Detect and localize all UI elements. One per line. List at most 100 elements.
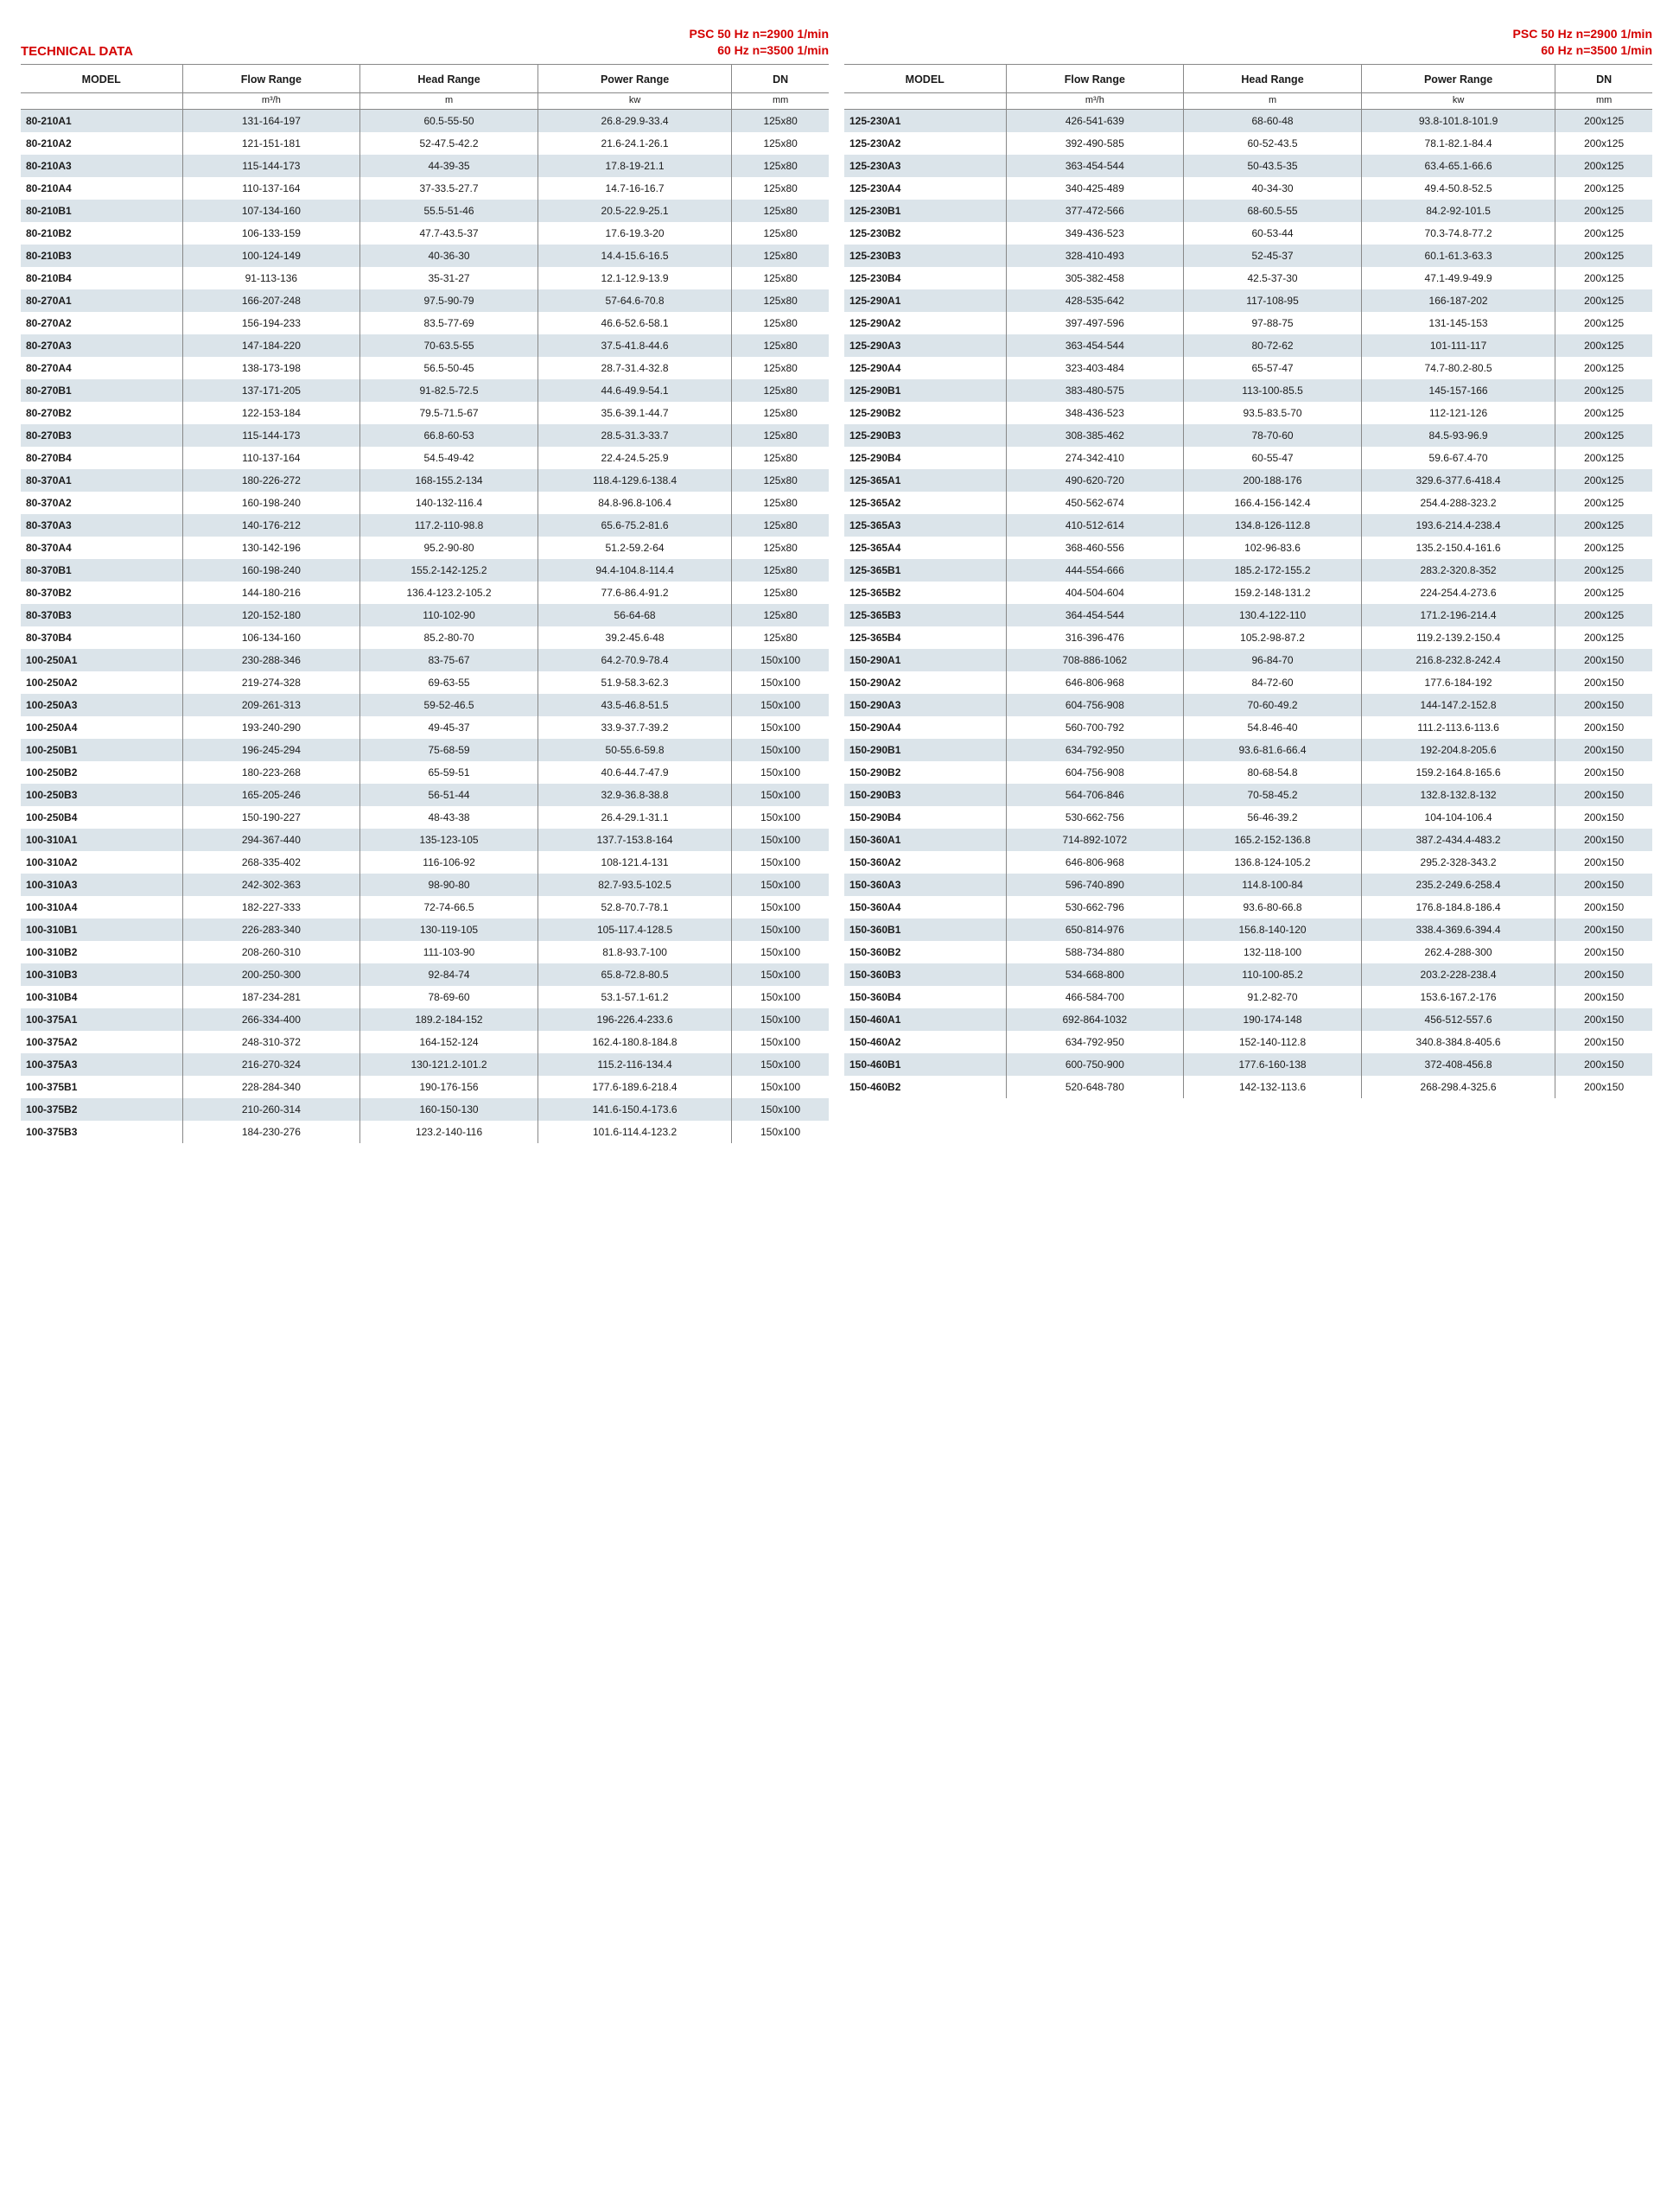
right-table-wrap: PSC 50 Hz n=2900 1/min 60 Hz n=3500 1/mi… xyxy=(844,21,1652,1098)
cell-model: 125-230A1 xyxy=(844,110,1006,133)
cell-flow: 466-584-700 xyxy=(1006,986,1184,1008)
cell-head: 168-155.2-134 xyxy=(360,469,538,492)
cell-power: 21.6-24.1-26.1 xyxy=(538,132,731,155)
cell-flow: 410-512-614 xyxy=(1006,514,1184,537)
cell-dn: 150x100 xyxy=(732,963,829,986)
table-row: 80-210B491-113-13635-31-2712.1-12.9-13.9… xyxy=(21,267,829,289)
cell-flow: 144-180-216 xyxy=(182,582,360,604)
cell-dn: 200x150 xyxy=(1555,829,1652,851)
cell-model: 80-210B2 xyxy=(21,222,182,245)
table-row: 80-270B2122-153-18479.5-71.5-6735.6-39.1… xyxy=(21,402,829,424)
cell-model: 100-375A3 xyxy=(21,1053,182,1076)
cell-head: 52-45-37 xyxy=(1184,245,1362,267)
cell-power: 176.8-184.8-186.4 xyxy=(1361,896,1555,918)
cell-head: 54.5-49-42 xyxy=(360,447,538,469)
cell-dn: 200x125 xyxy=(1555,289,1652,312)
table-row: 150-290B1634-792-95093.6-81.6-66.4192-20… xyxy=(844,739,1652,761)
cell-model: 125-290B4 xyxy=(844,447,1006,469)
cell-power: 43.5-46.8-51.5 xyxy=(538,694,731,716)
cell-head: 60-55-47 xyxy=(1184,447,1362,469)
cell-flow: 200-250-300 xyxy=(182,963,360,986)
cell-model: 100-310A3 xyxy=(21,874,182,896)
table-row: 125-365A3410-512-614134.8-126-112.8193.6… xyxy=(844,514,1652,537)
table-row: 100-310B3200-250-30092-84-7465.8-72.8-80… xyxy=(21,963,829,986)
cell-head: 65-59-51 xyxy=(360,761,538,784)
data-table-left: MODEL Flow Range Head Range Power Range … xyxy=(21,64,829,1143)
cell-head: 116-106-92 xyxy=(360,851,538,874)
cell-dn: 125x80 xyxy=(732,357,829,379)
cell-head: 54.8-46-40 xyxy=(1184,716,1362,739)
cell-flow: 180-223-268 xyxy=(182,761,360,784)
cell-flow: 646-806-968 xyxy=(1006,671,1184,694)
cell-model: 100-250A3 xyxy=(21,694,182,716)
table-row: 150-360A4530-662-79693.6-80-66.8176.8-18… xyxy=(844,896,1652,918)
cell-dn: 125x80 xyxy=(732,559,829,582)
cell-power: 64.2-70.9-78.4 xyxy=(538,649,731,671)
unit-power: kw xyxy=(538,93,731,110)
cell-model: 80-270A3 xyxy=(21,334,182,357)
cell-power: 26.8-29.9-33.4 xyxy=(538,110,731,133)
cell-flow: 349-436-523 xyxy=(1006,222,1184,245)
cell-model: 100-250B3 xyxy=(21,784,182,806)
cell-flow: 634-792-950 xyxy=(1006,739,1184,761)
cell-flow: 368-460-556 xyxy=(1006,537,1184,559)
technical-data-label: TECHNICAL DATA xyxy=(21,44,133,59)
cell-dn: 200x150 xyxy=(1555,806,1652,829)
table-row: 150-360B1650-814-976156.8-140-120338.4-3… xyxy=(844,918,1652,941)
cell-power: 456-512-557.6 xyxy=(1361,1008,1555,1031)
col-dn-r: DN xyxy=(1555,65,1652,93)
table-row: 100-310A3242-302-36398-90-8082.7-93.5-10… xyxy=(21,874,829,896)
cell-head: 113-100-85.5 xyxy=(1184,379,1362,402)
cell-flow: 110-137-164 xyxy=(182,177,360,200)
cell-dn: 200x125 xyxy=(1555,537,1652,559)
cell-power: 162.4-180.8-184.8 xyxy=(538,1031,731,1053)
cell-head: 49-45-37 xyxy=(360,716,538,739)
cell-dn: 200x150 xyxy=(1555,851,1652,874)
cell-power: 82.7-93.5-102.5 xyxy=(538,874,731,896)
cell-power: 70.3-74.8-77.2 xyxy=(1361,222,1555,245)
cell-flow: 305-382-458 xyxy=(1006,267,1184,289)
cell-head: 160-150-130 xyxy=(360,1098,538,1121)
cell-power: 78.1-82.1-84.4 xyxy=(1361,132,1555,155)
cell-head: 68-60.5-55 xyxy=(1184,200,1362,222)
psc-line1: PSC 50 Hz n=2900 1/min xyxy=(690,26,829,42)
cell-model: 80-370A1 xyxy=(21,469,182,492)
table-row: 125-290A1428-535-642117-108-95166-187-20… xyxy=(844,289,1652,312)
cell-power: 192-204.8-205.6 xyxy=(1361,739,1555,761)
cell-dn: 150x100 xyxy=(732,784,829,806)
cell-power: 295.2-328-343.2 xyxy=(1361,851,1555,874)
cell-dn: 200x150 xyxy=(1555,874,1652,896)
cell-dn: 200x125 xyxy=(1555,559,1652,582)
cell-power: 28.7-31.4-32.8 xyxy=(538,357,731,379)
cell-model: 100-310A4 xyxy=(21,896,182,918)
cell-head: 97-88-75 xyxy=(1184,312,1362,334)
cell-model: 150-290A4 xyxy=(844,716,1006,739)
cell-flow: 208-260-310 xyxy=(182,941,360,963)
cell-flow: 182-227-333 xyxy=(182,896,360,918)
unit-dn-r: mm xyxy=(1555,93,1652,110)
cell-dn: 125x80 xyxy=(732,537,829,559)
cell-model: 100-310B4 xyxy=(21,986,182,1008)
col-model-r: MODEL xyxy=(844,65,1006,93)
cell-model: 80-270A4 xyxy=(21,357,182,379)
cell-model: 125-290A4 xyxy=(844,357,1006,379)
cell-dn: 200x150 xyxy=(1555,671,1652,694)
table-row: 100-310B4187-234-28178-69-6053.1-57.1-61… xyxy=(21,986,829,1008)
table-row: 125-290B4274-342-41060-55-4759.6-67.4-70… xyxy=(844,447,1652,469)
cell-power: 203.2-228-238.4 xyxy=(1361,963,1555,986)
table-row: 150-290A3604-756-90870-60-49.2144-147.2-… xyxy=(844,694,1652,716)
cell-flow: 140-176-212 xyxy=(182,514,360,537)
cell-dn: 150x100 xyxy=(732,739,829,761)
cell-head: 44-39-35 xyxy=(360,155,538,177)
cell-power: 57-64.6-70.8 xyxy=(538,289,731,312)
table-row: 100-375A3216-270-324130-121.2-101.2115.2… xyxy=(21,1053,829,1076)
cell-flow: 564-706-846 xyxy=(1006,784,1184,806)
cell-power: 235.2-249.6-258.4 xyxy=(1361,874,1555,896)
table-row: 100-375B2210-260-314160-150-130141.6-150… xyxy=(21,1098,829,1121)
table-row: 125-290B3308-385-46278-70-6084.5-93-96.9… xyxy=(844,424,1652,447)
cell-head: 111-103-90 xyxy=(360,941,538,963)
table-row: 80-370A4130-142-19695.2-90-8051.2-59.2-6… xyxy=(21,537,829,559)
cell-model: 80-270B3 xyxy=(21,424,182,447)
cell-dn: 200x125 xyxy=(1555,604,1652,626)
cell-model: 150-360A1 xyxy=(844,829,1006,851)
